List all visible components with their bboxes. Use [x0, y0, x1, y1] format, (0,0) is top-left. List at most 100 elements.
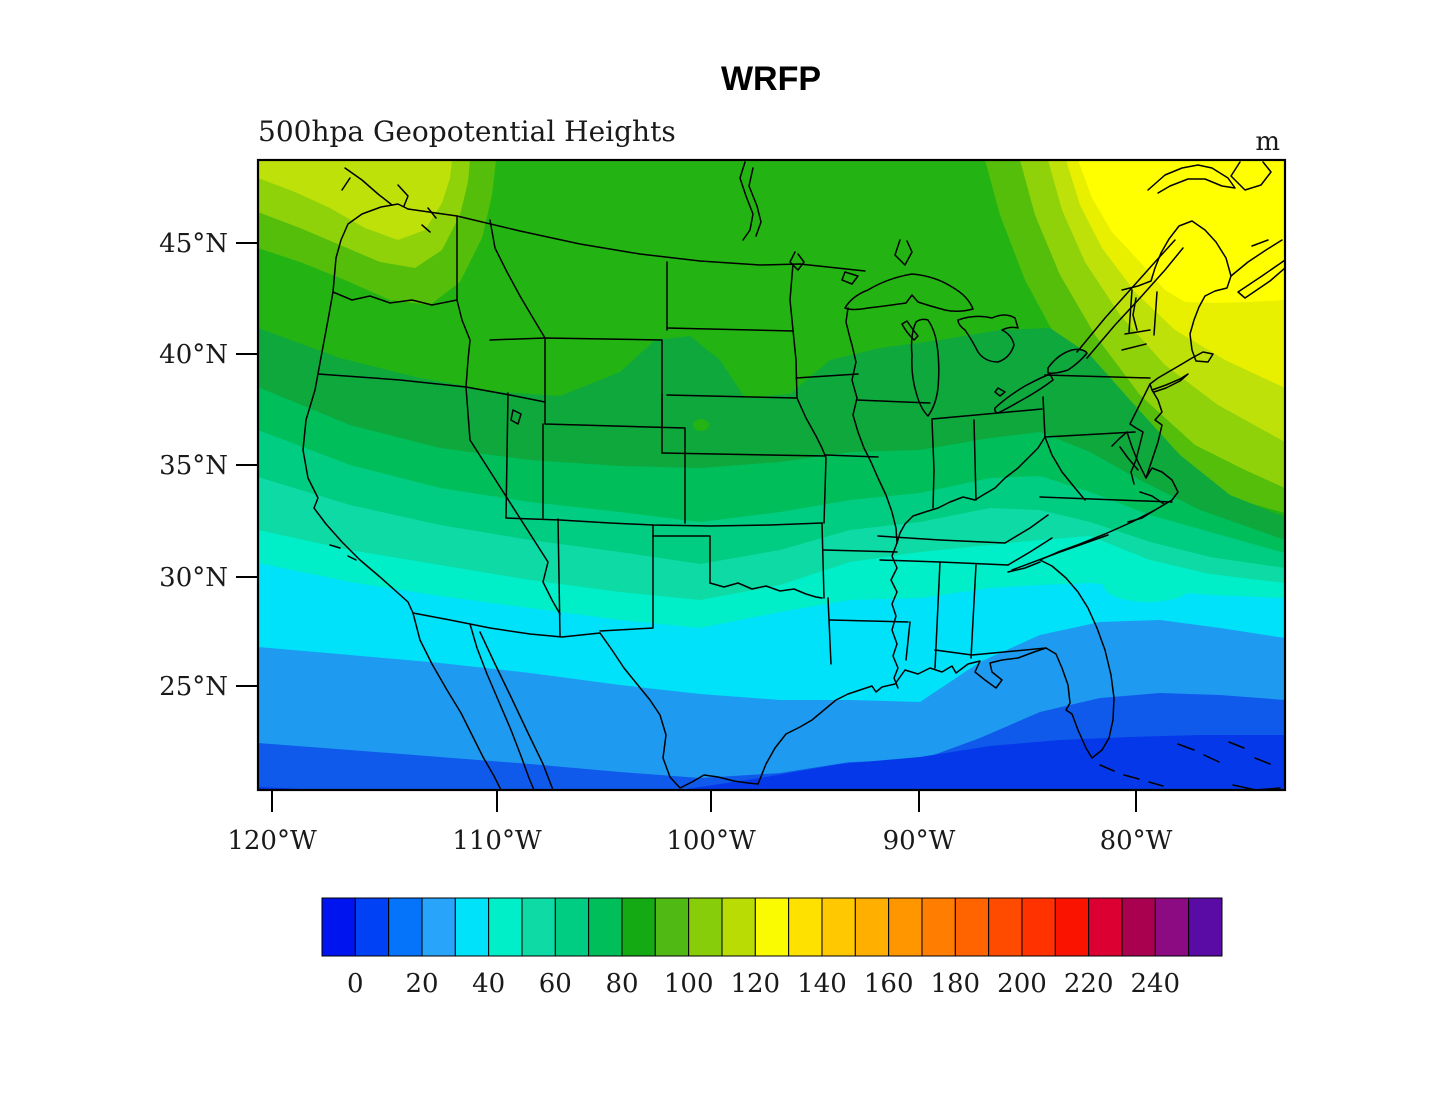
state-line-pa-ny	[1044, 374, 1151, 379]
contour-band-ne-150plus	[1078, 160, 1285, 303]
state-line-ky-va	[1004, 514, 1049, 544]
red-lakes-minnesota	[841, 271, 859, 285]
state-line-sd-ne	[666, 394, 798, 399]
colorbar-tick-label: 180	[930, 969, 980, 999]
state-line-tn-nc	[1007, 537, 1053, 566]
state-line-nc-sc	[1011, 534, 1109, 571]
colorbar-box-1	[354, 897, 390, 957]
colorbar-tick-label: 120	[730, 969, 780, 999]
colorbar-box-25	[1154, 897, 1190, 957]
state-line-vt-nh-ma	[1121, 289, 1158, 351]
great-salt-lake	[510, 409, 522, 425]
state-line-wi-il	[856, 399, 931, 404]
colorbar-box-6	[521, 897, 556, 957]
lake-st-clair	[994, 387, 1006, 397]
state-line-ia-mo	[825, 454, 879, 458]
bahamas-islands	[1177, 741, 1271, 765]
newfoundland-coast	[1230, 161, 1272, 191]
lake-nipigon	[894, 239, 913, 266]
new-brunswick-nova-scotia	[1230, 239, 1285, 299]
latitude-axis: 45°N 40°N 35°N 30°N 25°N	[159, 229, 258, 702]
state-line-ca-nv-az	[465, 386, 561, 615]
colorbar-tick-label: 200	[997, 969, 1047, 999]
unit-label: m	[1255, 127, 1280, 157]
colorbar-tick-label: 20	[405, 969, 438, 999]
long-island	[1151, 373, 1189, 393]
us-mexico-border	[412, 612, 601, 638]
state-line-in-oh	[973, 419, 977, 501]
colorbar-tick-label: 240	[1130, 969, 1180, 999]
colorbar-tick-label: 60	[539, 969, 572, 999]
florida-keys	[1099, 764, 1164, 787]
colorbar-box-3	[421, 897, 456, 957]
colorbar-tick-label: 80	[605, 969, 638, 999]
contour-pocket-nebraska	[693, 419, 709, 431]
state-line-la-north	[829, 619, 909, 623]
state-line-wa-or	[332, 291, 458, 306]
state-line-nv-ut	[505, 392, 509, 519]
state-line-45n-mt	[489, 337, 546, 341]
state-line-id-mt	[489, 219, 546, 339]
colorbar-box-19	[954, 897, 990, 957]
lon-tick-label: 100°W	[666, 826, 756, 856]
colorbar-box-10	[654, 897, 690, 957]
lake-huron	[957, 314, 1019, 363]
state-line-ga-fl	[934, 647, 1047, 656]
state-line-va-nc	[1039, 496, 1173, 503]
colorbar-box-7	[554, 897, 590, 957]
state-line-mi-in-oh	[931, 408, 1043, 420]
lat-tick-label: 45°N	[159, 229, 228, 259]
st-lawrence-river	[1076, 239, 1184, 359]
lake-champlain	[1132, 297, 1138, 331]
state-line-nm-tx	[599, 524, 654, 632]
lat-tick-label: 30°N	[159, 563, 228, 593]
colorbar-box-26	[1188, 897, 1223, 957]
us-canada-border	[407, 208, 866, 272]
pacific-coastline	[302, 203, 502, 790]
colorbar-box-16	[854, 897, 890, 957]
colorbar-box-11	[688, 897, 723, 957]
colorbar-box-5	[488, 897, 523, 957]
state-line-or-id-snake	[456, 299, 471, 388]
plot-subtitle: 500hpa Geopotential Heights	[258, 115, 676, 148]
lake-winnipeg	[739, 161, 762, 241]
state-line-tx-la	[827, 597, 832, 665]
state-line-oh-pa	[1042, 396, 1046, 438]
map-frame	[256, 158, 1287, 792]
colorbar-tick-label: 220	[1064, 969, 1114, 999]
state-line-ia-mn	[795, 373, 859, 379]
mexico-mainland-coastline	[479, 631, 554, 790]
state-line-nd-sd	[666, 327, 794, 332]
atlantic-coastline	[1039, 220, 1232, 759]
lon-tick-label: 110°W	[452, 826, 542, 856]
state-line-ne-ks	[661, 452, 827, 457]
colorbar-tick-label: 40	[472, 969, 505, 999]
colorbar-box-22	[1054, 897, 1090, 957]
lat-tick-label: 40°N	[159, 340, 228, 370]
colorbar-tick-label: 0	[347, 969, 364, 999]
rio-grande-border	[599, 632, 759, 789]
lake-superior	[844, 273, 974, 313]
ohio-river	[896, 436, 1046, 544]
colorbar-tick-label: 140	[797, 969, 847, 999]
lake-of-the-woods	[789, 251, 805, 271]
colorbar-tick-label: 160	[864, 969, 914, 999]
contour-band-nw-130-140	[258, 160, 452, 240]
contour-field	[258, 160, 1285, 790]
channel-islands	[329, 544, 357, 561]
state-line-ky-tn	[877, 535, 1006, 544]
colorbar-box-18	[921, 897, 956, 957]
vancouver-island	[341, 167, 437, 233]
colorbar-box-4	[454, 897, 490, 957]
lat-tick-label: 25°N	[159, 672, 228, 702]
longitude-axis: 120°W 110°W 100°W 90°W 80°W	[227, 790, 1173, 856]
state-line-az-nm	[557, 518, 561, 637]
state-line-il-in	[931, 419, 935, 509]
lon-tick-label: 120°W	[227, 826, 317, 856]
colorbar-box-9	[621, 897, 656, 957]
colorbar-box-24	[1121, 897, 1156, 957]
mississippi-river-upper	[851, 344, 898, 544]
state-line-red-river	[709, 582, 823, 599]
lat-tick-label: 35°N	[159, 451, 228, 481]
